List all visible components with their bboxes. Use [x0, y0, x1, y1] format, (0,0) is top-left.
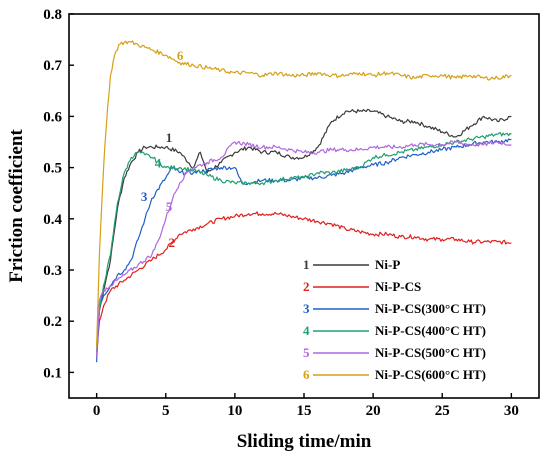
legend-number: 5: [303, 345, 310, 360]
x-tick-label: 20: [366, 403, 381, 419]
series-line-1: [96, 108, 512, 347]
x-tick-label: 30: [504, 403, 519, 419]
legend-label: Ni-P: [375, 257, 400, 272]
legend-label: Ni-P-CS(300°C HT): [375, 301, 486, 316]
plot-frame: [68, 13, 540, 399]
y-tick-label: 0.7: [43, 58, 62, 74]
y-tick-label: 0.5: [43, 161, 62, 177]
legend-number: 6: [303, 367, 310, 382]
curve-label-4: 4: [155, 156, 162, 171]
x-tick-label: 5: [162, 403, 170, 419]
curve-labels: 1 2 3 4 5 6: [141, 48, 184, 250]
x-axis-title: Sliding time/min: [237, 431, 372, 452]
legend: 1 Ni-P 2 Ni-P-CS 3 Ni-P-CS(300°C HT) 4 Ni-P-CS(…: [303, 257, 486, 382]
legend-number: 1: [303, 257, 310, 272]
legend-number: 2: [303, 279, 310, 294]
legend-label: Ni-P-CS(500°C HT): [375, 345, 486, 360]
curve-label-6: 6: [177, 48, 184, 63]
y-axis-title: Friction coefficient: [6, 129, 27, 283]
legend-number: 4: [303, 323, 310, 338]
series-line-6: [96, 40, 512, 347]
legend-number: 3: [303, 301, 310, 316]
y-tick-label: 0.8: [43, 7, 62, 23]
series-layer: [96, 40, 512, 363]
axes: 0 5 10 15 20 25 300.10.20.30.40.50.60.70.8: [43, 7, 540, 419]
y-tick-label: 0.1: [43, 365, 62, 381]
y-tick-label: 0.6: [43, 109, 62, 125]
y-tick-label: 0.3: [43, 263, 62, 279]
x-tick-label: 10: [227, 403, 242, 419]
legend-label: Ni-P-CS(600°C HT): [375, 367, 486, 382]
curve-label-2: 2: [169, 235, 176, 250]
x-tick-label: 25: [435, 403, 450, 419]
y-tick-label: 0.2: [43, 314, 62, 330]
series-line-5: [96, 140, 512, 358]
legend-label: Ni-P-CS(400°C HT): [375, 323, 486, 338]
x-tick-label: 15: [297, 403, 312, 419]
series-line-2: [96, 211, 512, 358]
y-tick-label: 0.4: [43, 212, 62, 228]
legend-label: Ni-P-CS: [375, 279, 421, 294]
x-tick-label: 0: [93, 403, 101, 419]
curve-label-1: 1: [166, 130, 173, 145]
curve-label-5: 5: [166, 199, 173, 214]
curve-label-3: 3: [141, 189, 148, 204]
